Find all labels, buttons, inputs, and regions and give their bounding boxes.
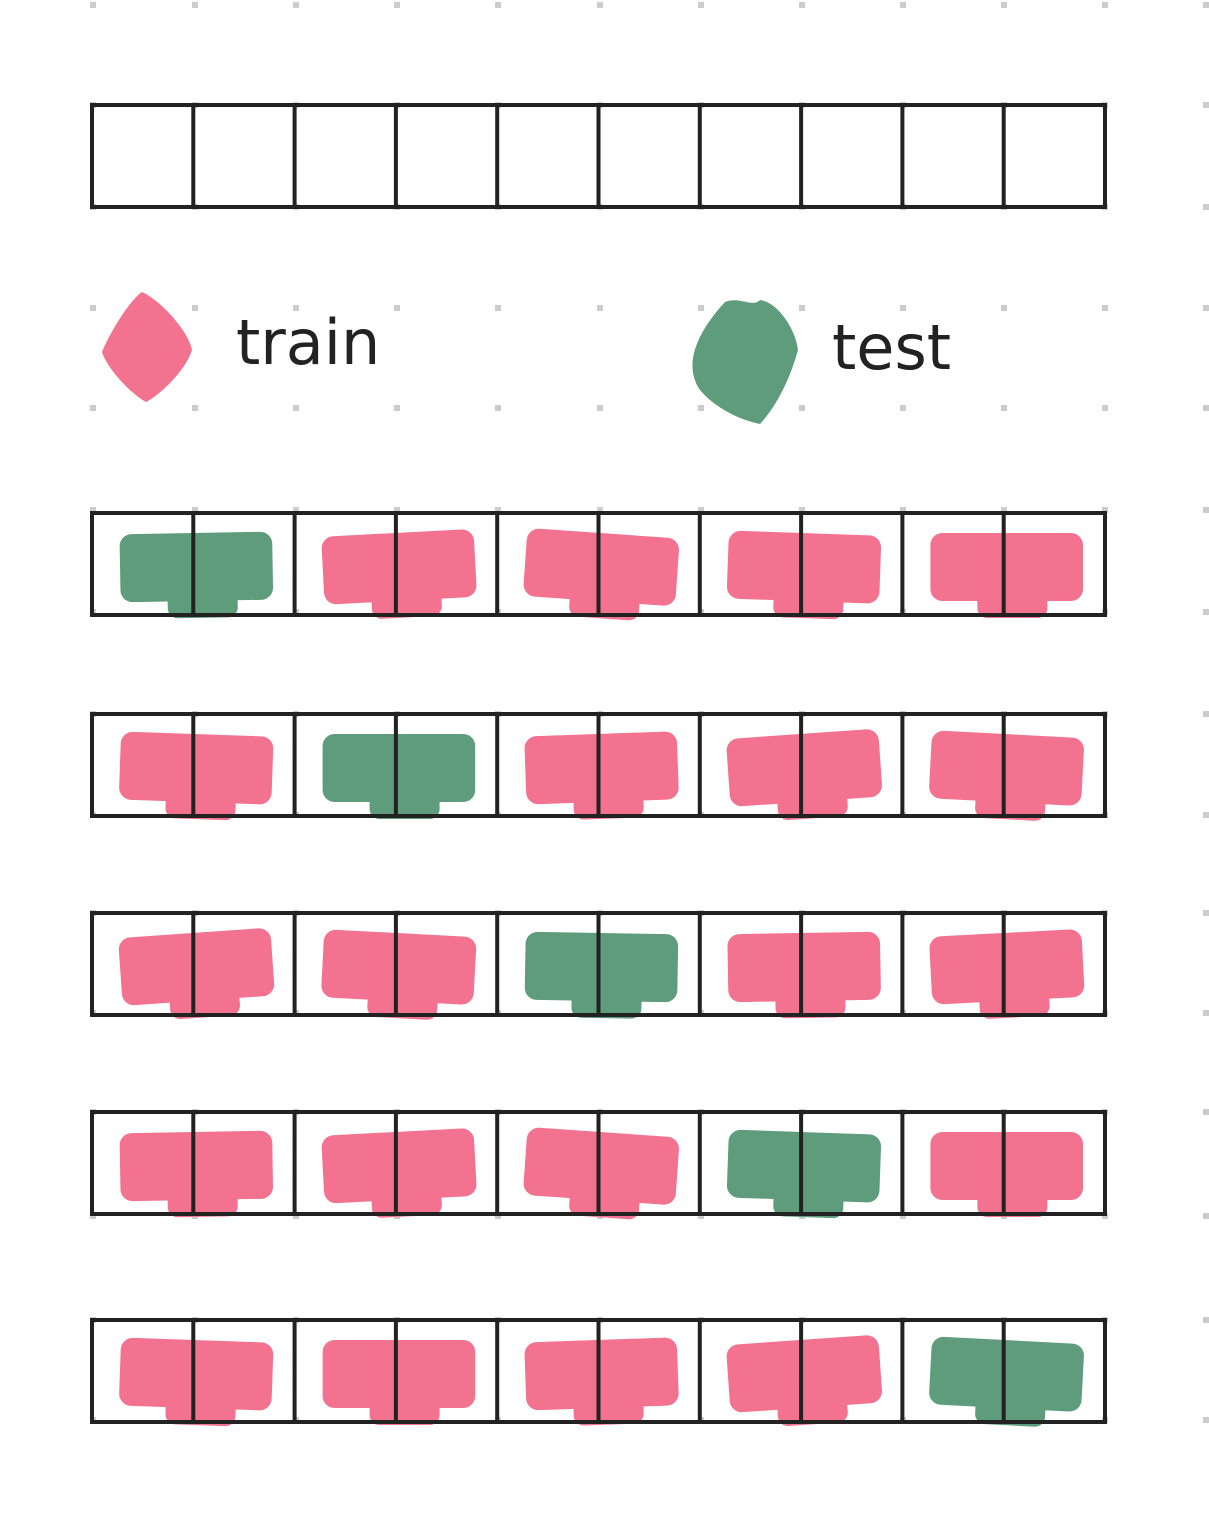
grid-dot xyxy=(1203,204,1209,210)
grid-dot xyxy=(90,507,96,513)
grid-dot xyxy=(1203,405,1209,411)
grid-dot xyxy=(1203,1213,1209,1219)
grid-dot xyxy=(1203,1010,1209,1016)
train-block-tab xyxy=(977,573,1048,618)
train-block-tab xyxy=(165,773,237,821)
grid-dot xyxy=(495,507,501,513)
grid-dot xyxy=(1203,1317,1209,1323)
grid-dot xyxy=(799,507,805,513)
grid-dot xyxy=(1001,507,1007,513)
test-block-tab xyxy=(975,1379,1047,1427)
grid-dot xyxy=(1102,2,1108,8)
grid-dot xyxy=(799,305,805,311)
test-block-tab xyxy=(571,972,642,1019)
train-block-tab xyxy=(975,773,1047,821)
grid-dot xyxy=(597,305,603,311)
train-block-tab xyxy=(367,972,439,1020)
grid-dot xyxy=(495,2,501,8)
test-block-tab xyxy=(369,774,440,819)
grid-dot xyxy=(1001,2,1007,8)
grid-dot xyxy=(1203,2,1209,8)
grid-dot xyxy=(90,305,96,311)
grid-dot xyxy=(1001,305,1007,311)
grid-dot xyxy=(597,2,603,8)
grid-dot xyxy=(1203,609,1209,615)
grid-dot xyxy=(293,305,299,311)
train-block-tab xyxy=(168,970,240,1020)
grid-dot xyxy=(900,305,906,311)
grid-dot xyxy=(1102,507,1108,513)
train-block-tab xyxy=(572,772,644,820)
legend: train test xyxy=(102,292,951,424)
train-block-tab xyxy=(167,1171,238,1218)
grid-dot xyxy=(1203,1109,1209,1115)
grid-dot xyxy=(192,507,198,513)
fold-blocks xyxy=(118,528,1085,1427)
cell-grids xyxy=(90,103,1107,1424)
train-block-tab xyxy=(776,1377,848,1427)
test-block-tab xyxy=(167,572,238,619)
train-block-tab xyxy=(370,571,442,619)
test-swatch xyxy=(692,300,798,424)
grid-dot xyxy=(698,305,704,311)
grid-dot xyxy=(1203,812,1209,818)
grid-dot xyxy=(192,305,198,311)
grid-dot xyxy=(597,507,603,513)
train-block-tab xyxy=(773,572,845,620)
train-block-tab xyxy=(569,1170,641,1220)
grid-dot xyxy=(1102,405,1108,411)
grid-dot xyxy=(900,507,906,513)
grid-dot xyxy=(192,405,198,411)
test-block-tab xyxy=(773,1171,845,1219)
grid-dot xyxy=(1203,507,1209,513)
train-block-tab xyxy=(569,571,641,621)
train-label: train xyxy=(236,306,380,379)
grid-dot xyxy=(394,305,400,311)
grid-dot xyxy=(394,405,400,411)
grid-dot xyxy=(799,2,805,8)
grid-dot xyxy=(495,305,501,311)
train-block-tab xyxy=(370,1170,442,1218)
grid-dot xyxy=(293,405,299,411)
grid-dot xyxy=(900,405,906,411)
grid-dot xyxy=(90,2,96,8)
grid-dot xyxy=(698,507,704,513)
grid-dot xyxy=(192,2,198,8)
train-block-tab xyxy=(775,972,846,1019)
train-block-tab xyxy=(776,771,848,821)
train-block-tab xyxy=(369,1380,440,1425)
grid-dot xyxy=(698,2,704,8)
grid-dot xyxy=(1203,910,1209,916)
grid-dot xyxy=(1203,305,1209,311)
grid-dot xyxy=(1203,1417,1209,1423)
grid-dot xyxy=(799,405,805,411)
train-block-tab xyxy=(977,1172,1048,1217)
grid-dot xyxy=(293,507,299,513)
train-swatch xyxy=(102,292,192,402)
grid-dot xyxy=(495,405,501,411)
grid-dot xyxy=(1001,405,1007,411)
test-label: test xyxy=(832,311,951,384)
grid-dot xyxy=(1203,102,1209,108)
grid-dot xyxy=(90,405,96,411)
grid-dot xyxy=(293,2,299,8)
grid-dot xyxy=(900,2,906,8)
grid-dot xyxy=(1203,711,1209,717)
train-block-tab xyxy=(978,971,1050,1019)
train-block-tab xyxy=(165,1379,237,1427)
grid-dot xyxy=(597,405,603,411)
grid-dot xyxy=(394,2,400,8)
train-block-tab xyxy=(572,1378,644,1426)
grid-dot xyxy=(698,405,704,411)
grid-dot xyxy=(394,507,400,513)
grid-dot xyxy=(1102,305,1108,311)
